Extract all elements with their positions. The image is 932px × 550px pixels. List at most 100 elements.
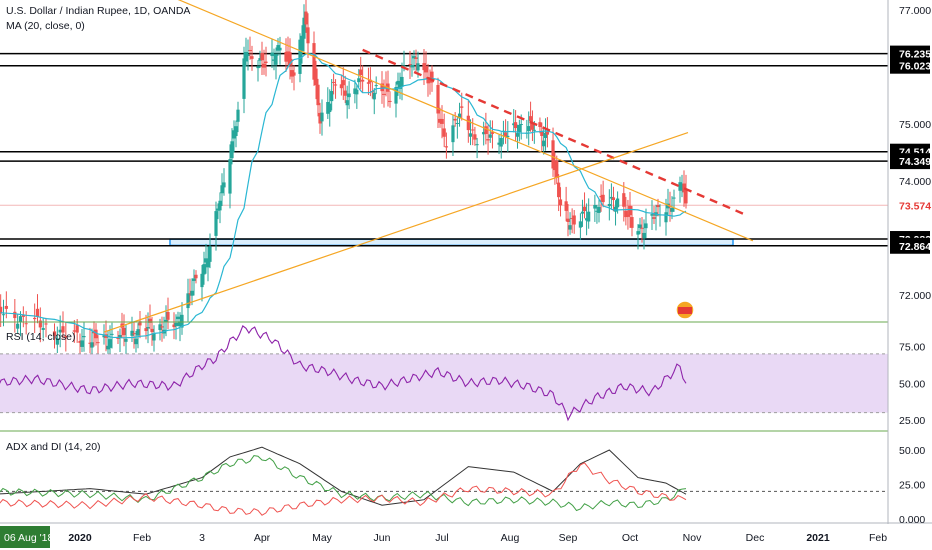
candle[interactable]	[202, 264, 206, 275]
candle[interactable]	[290, 70, 294, 77]
candle[interactable]	[92, 331, 96, 334]
price-level-tag[interactable]	[890, 57, 930, 74]
candle[interactable]	[672, 197, 676, 199]
candle[interactable]	[497, 142, 501, 145]
candle[interactable]	[90, 342, 94, 348]
candle[interactable]	[611, 197, 616, 201]
candle[interactable]	[328, 103, 332, 112]
candle[interactable]	[455, 122, 459, 124]
candle[interactable]	[412, 56, 416, 59]
candle[interactable]	[599, 195, 603, 198]
candle[interactable]	[636, 231, 640, 235]
candle[interactable]	[332, 81, 336, 83]
candle[interactable]	[102, 335, 106, 338]
candle[interactable]	[499, 138, 503, 147]
candle[interactable]	[460, 106, 464, 108]
candle[interactable]	[220, 185, 224, 194]
candle[interactable]	[471, 129, 475, 131]
candle[interactable]	[416, 63, 420, 71]
candle[interactable]	[517, 124, 521, 132]
candle[interactable]	[146, 327, 150, 329]
candle[interactable]	[380, 83, 384, 92]
trendline[interactable]	[103, 131, 689, 333]
candle[interactable]	[353, 88, 357, 94]
candle[interactable]	[468, 133, 473, 137]
candle[interactable]	[422, 63, 426, 71]
symbol-title[interactable]: U.S. Dollar / Indian Rupee, 1D, OANDA	[6, 5, 191, 17]
candle[interactable]	[436, 84, 440, 114]
candle[interactable]	[150, 328, 154, 333]
candle[interactable]	[122, 327, 126, 336]
candle[interactable]	[278, 47, 282, 51]
candle[interactable]	[276, 45, 280, 51]
candle[interactable]	[94, 329, 98, 339]
candle[interactable]	[540, 131, 544, 136]
candle[interactable]	[136, 329, 140, 336]
candle[interactable]	[555, 160, 559, 178]
candle[interactable]	[250, 56, 254, 59]
candle[interactable]	[234, 126, 238, 137]
candle[interactable]	[41, 328, 45, 330]
candle[interactable]	[124, 338, 128, 342]
candle[interactable]	[96, 342, 100, 344]
candle[interactable]	[58, 329, 62, 333]
candle[interactable]	[578, 221, 582, 228]
candle[interactable]	[408, 64, 412, 66]
candle[interactable]	[246, 54, 250, 56]
candle[interactable]	[444, 146, 448, 148]
candle[interactable]	[61, 326, 65, 333]
candle[interactable]	[298, 39, 302, 74]
ma-legend[interactable]: MA (20, close, 0)	[6, 20, 85, 32]
candle[interactable]	[564, 201, 568, 211]
candle[interactable]	[300, 35, 304, 51]
candle[interactable]	[176, 316, 180, 320]
candle[interactable]	[118, 334, 122, 338]
candle[interactable]	[21, 314, 25, 317]
price-level-tag[interactable]	[890, 45, 930, 62]
price-level-tag[interactable]	[890, 153, 930, 170]
candle[interactable]	[587, 211, 591, 222]
candle[interactable]	[616, 198, 620, 208]
candle[interactable]	[366, 82, 371, 84]
candle[interactable]	[341, 80, 345, 86]
candle[interactable]	[158, 324, 162, 330]
candle[interactable]	[558, 199, 563, 206]
candle[interactable]	[0, 306, 3, 314]
candle[interactable]	[166, 312, 170, 320]
candle[interactable]	[426, 77, 430, 84]
candle[interactable]	[597, 206, 601, 213]
candle[interactable]	[664, 212, 668, 223]
candle[interactable]	[374, 85, 378, 87]
candle[interactable]	[532, 129, 536, 131]
candle[interactable]	[333, 84, 338, 86]
candle[interactable]	[343, 90, 347, 96]
price-level-tag[interactable]	[890, 197, 930, 214]
candle[interactable]	[475, 144, 479, 146]
candle[interactable]	[442, 128, 446, 137]
candle[interactable]	[16, 323, 20, 329]
candle[interactable]	[609, 196, 613, 199]
candle[interactable]	[320, 112, 324, 122]
candle[interactable]	[440, 118, 444, 124]
candle[interactable]	[682, 183, 686, 193]
candle[interactable]	[628, 205, 632, 216]
candle[interactable]	[490, 132, 495, 134]
candle[interactable]	[192, 278, 196, 281]
candle[interactable]	[414, 57, 418, 59]
candle[interactable]	[514, 122, 518, 129]
candle[interactable]	[44, 323, 48, 325]
candle[interactable]	[580, 211, 585, 214]
rsi-pane[interactable]	[0, 325, 888, 422]
candle[interactable]	[302, 17, 306, 39]
candle[interactable]	[52, 331, 57, 336]
candle[interactable]	[4, 305, 8, 309]
candle[interactable]	[402, 65, 406, 67]
candle[interactable]	[482, 132, 486, 135]
candle[interactable]	[557, 182, 561, 198]
candle[interactable]	[582, 206, 587, 212]
candle[interactable]	[264, 61, 268, 64]
candle[interactable]	[642, 232, 646, 239]
candle[interactable]	[13, 311, 17, 319]
candle[interactable]	[355, 89, 359, 95]
